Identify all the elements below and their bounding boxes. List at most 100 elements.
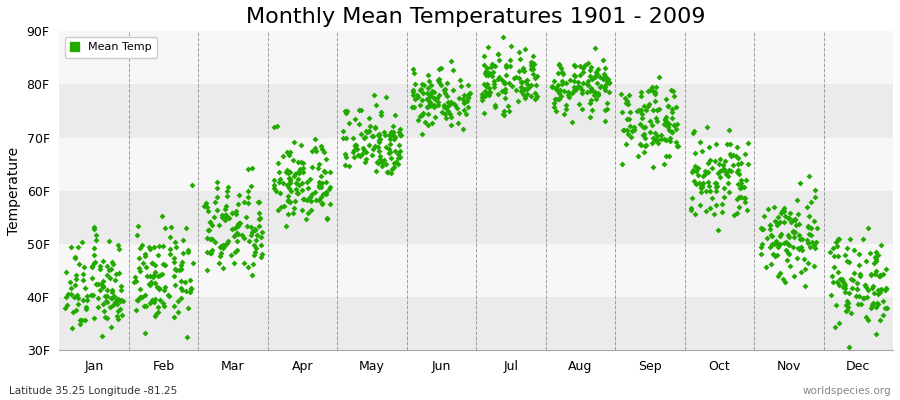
Point (68, 306, 83, 313)
Point (158, 262, 172, 268)
Point (431, 77, 446, 83)
Point (590, 91, 605, 97)
Point (220, 193, 234, 200)
Point (311, 178, 326, 185)
Point (248, 249, 262, 256)
Point (639, 106, 653, 113)
Point (780, 241, 795, 248)
Point (876, 298, 890, 304)
Point (866, 300, 880, 306)
Point (793, 180, 807, 186)
Point (876, 312, 890, 318)
Point (135, 242, 149, 248)
Point (755, 226, 770, 232)
Point (804, 244, 818, 250)
Point (590, 96, 604, 102)
Point (852, 292, 867, 299)
Point (348, 142, 363, 148)
Point (847, 270, 861, 276)
Point (561, 92, 575, 98)
Point (791, 211, 806, 217)
Point (213, 253, 228, 260)
Point (224, 252, 238, 258)
Point (158, 284, 172, 290)
Point (443, 101, 457, 107)
Point (765, 241, 779, 248)
Point (338, 150, 352, 157)
Point (317, 168, 331, 174)
Point (63, 278, 77, 285)
Point (251, 199, 266, 206)
Point (727, 212, 742, 218)
Point (630, 108, 644, 115)
Point (491, 57, 506, 63)
Point (575, 86, 590, 93)
Point (860, 225, 875, 232)
Point (378, 144, 392, 150)
Point (716, 194, 731, 200)
Point (362, 128, 376, 134)
Point (148, 311, 163, 318)
Point (392, 142, 407, 148)
Point (151, 252, 166, 259)
Point (667, 93, 681, 99)
Point (637, 131, 652, 138)
Point (601, 80, 616, 86)
Point (554, 78, 569, 84)
Point (831, 354, 845, 361)
Point (148, 268, 162, 275)
Point (323, 168, 338, 175)
Point (850, 300, 865, 307)
Point (347, 143, 362, 150)
Point (807, 242, 822, 249)
Point (753, 224, 768, 231)
Point (699, 208, 714, 214)
Point (514, 88, 528, 94)
Point (68, 276, 83, 282)
Point (94, 281, 109, 287)
Point (201, 208, 215, 215)
Point (786, 244, 800, 250)
Point (616, 127, 630, 133)
Point (638, 134, 652, 141)
Point (557, 111, 572, 118)
Point (359, 156, 374, 162)
Point (651, 140, 665, 146)
Point (527, 96, 542, 102)
Point (309, 148, 323, 154)
Point (279, 222, 293, 229)
Point (375, 159, 390, 165)
Point (627, 124, 642, 130)
Point (208, 199, 222, 206)
Point (497, 80, 511, 87)
Point (112, 270, 126, 276)
Point (105, 289, 120, 295)
Point (392, 155, 406, 161)
Point (868, 268, 883, 274)
Point (464, 90, 478, 96)
Point (183, 277, 197, 283)
Y-axis label: Temperature: Temperature (7, 147, 21, 235)
Point (505, 83, 519, 90)
Point (872, 272, 886, 279)
Point (364, 152, 379, 158)
Point (547, 77, 562, 84)
Point (99, 298, 113, 304)
Point (585, 76, 599, 83)
Point (716, 167, 731, 173)
Point (597, 71, 611, 78)
Point (666, 122, 680, 128)
Point (348, 142, 363, 148)
Point (716, 209, 730, 215)
Point (60, 291, 75, 298)
Point (741, 161, 755, 168)
Point (642, 88, 656, 94)
Point (286, 156, 301, 163)
Point (388, 134, 402, 140)
Point (509, 74, 524, 80)
Point (511, 98, 526, 104)
Point (860, 294, 874, 300)
Point (150, 304, 165, 310)
Point (849, 293, 863, 299)
Point (593, 74, 608, 80)
